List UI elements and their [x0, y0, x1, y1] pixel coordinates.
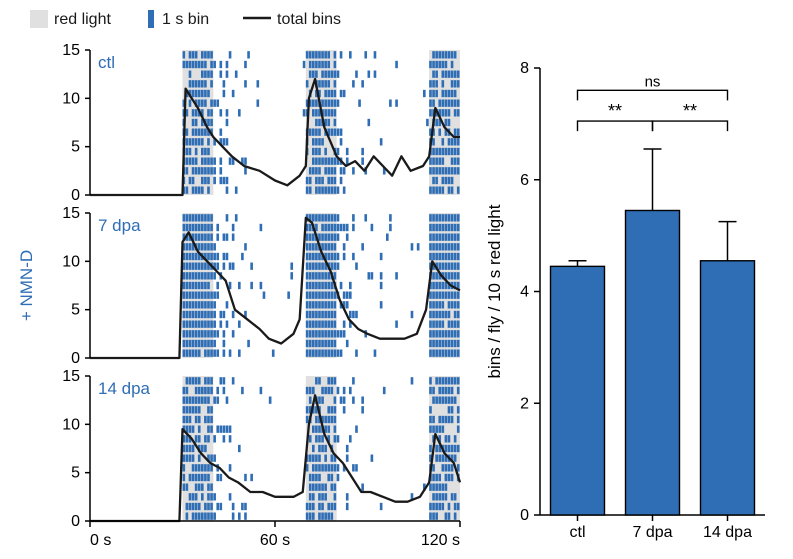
- raster-panel: 0 5 10 15 7 dpa: [62, 205, 460, 367]
- svg-text:5: 5: [71, 139, 80, 156]
- svg-text:bins / fly / 10 s red light: bins / fly / 10 s red light: [485, 204, 504, 378]
- svg-text:10: 10: [62, 90, 80, 107]
- svg-text:**: **: [608, 101, 622, 121]
- svg-text:7 dpa: 7 dpa: [98, 216, 141, 235]
- bar: [701, 261, 755, 515]
- svg-text:0: 0: [71, 513, 80, 530]
- svg-text:1 s bin: 1 s bin: [162, 11, 209, 28]
- svg-text:ns: ns: [645, 73, 661, 90]
- svg-text:10: 10: [62, 416, 80, 433]
- svg-text:6: 6: [520, 172, 529, 189]
- raster-panel: 0 5 10 15 ctl: [62, 42, 460, 204]
- svg-text:10: 10: [62, 253, 80, 270]
- svg-text:14 dpa: 14 dpa: [98, 379, 151, 398]
- svg-text:ctl: ctl: [570, 524, 586, 541]
- svg-text:14 dpa: 14 dpa: [703, 524, 752, 541]
- svg-text:120 s: 120 s: [421, 532, 460, 549]
- svg-text:15: 15: [62, 368, 80, 385]
- svg-text:4: 4: [520, 284, 529, 301]
- svg-text:5: 5: [71, 302, 80, 319]
- svg-text:0: 0: [71, 187, 80, 204]
- svg-text:8: 8: [520, 60, 529, 77]
- svg-text:0 s: 0 s: [90, 532, 111, 549]
- svg-text:15: 15: [62, 42, 80, 59]
- bar: [551, 266, 605, 515]
- svg-text:red light: red light: [54, 11, 111, 28]
- svg-text:+ NMN-D: + NMN-D: [17, 250, 36, 321]
- svg-text:ctl: ctl: [98, 53, 115, 72]
- svg-text:60 s: 60 s: [260, 532, 290, 549]
- raster-panel: 0 s 60 s 120 s 0 5 10 15 14 dpa: [62, 368, 460, 549]
- svg-text:**: **: [683, 101, 697, 121]
- svg-text:7 dpa: 7 dpa: [632, 524, 672, 541]
- svg-text:0: 0: [520, 507, 529, 524]
- svg-text:15: 15: [62, 205, 80, 222]
- bar: [626, 210, 680, 515]
- bar-chart: 0 2 4 6 8 bins / fly / 10 s red light ctl 7 dpa…: [485, 60, 765, 541]
- svg-text:2: 2: [520, 395, 529, 412]
- svg-text:5: 5: [71, 465, 80, 482]
- svg-text:0: 0: [71, 350, 80, 367]
- svg-text:total bins: total bins: [277, 11, 341, 28]
